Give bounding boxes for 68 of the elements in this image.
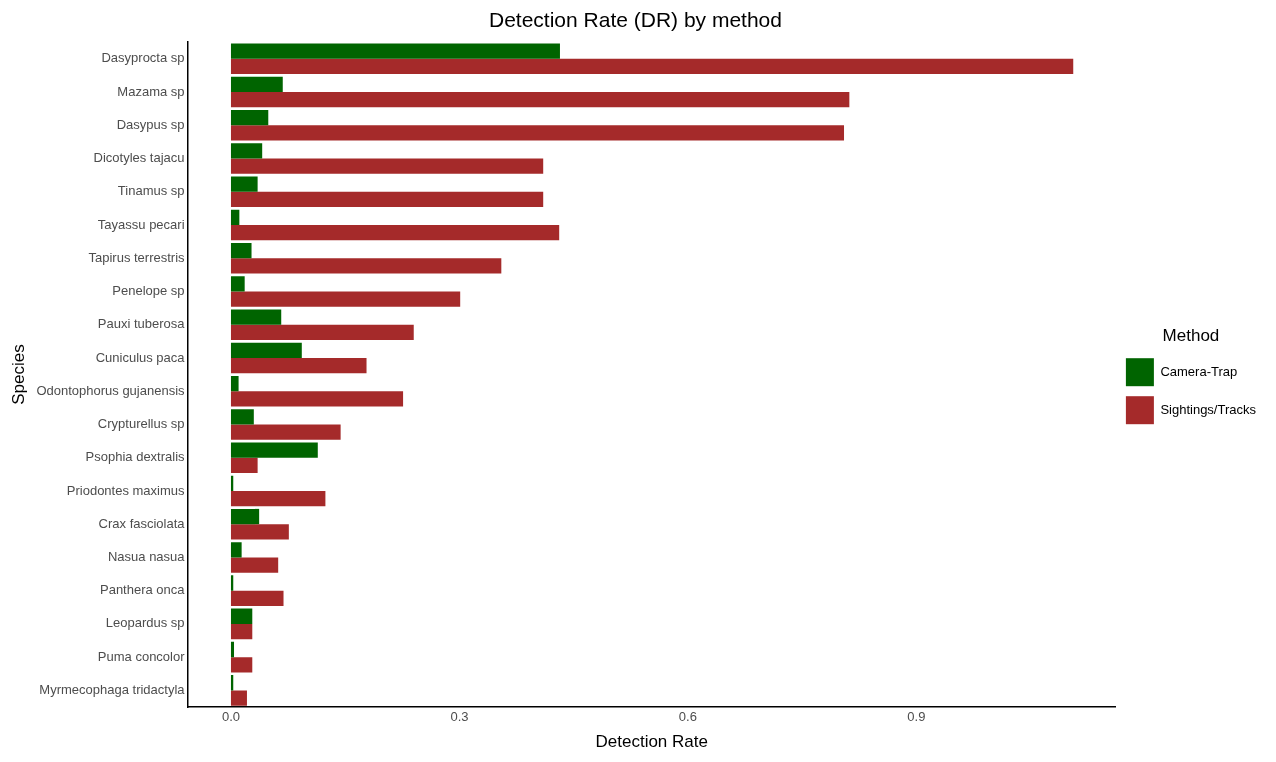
legend-label: Sightings/Tracks — [1160, 401, 1257, 417]
bar — [230, 342, 302, 358]
bar — [230, 324, 414, 341]
bar — [230, 590, 284, 606]
bar — [230, 490, 326, 507]
y-axis-title: Species — [8, 344, 28, 405]
y-tick-label: Psophia dextralis — [85, 449, 186, 465]
bar — [230, 690, 247, 706]
x-tick-label: 0.0 — [221, 709, 241, 725]
bar — [230, 557, 279, 573]
bar — [230, 43, 560, 59]
bar — [230, 225, 560, 241]
bar — [230, 110, 269, 126]
bar — [230, 242, 252, 259]
y-tick-label: Mazama sp — [117, 83, 185, 99]
bar — [230, 608, 253, 624]
bar — [230, 391, 404, 407]
y-tick-label: Dicotyles tajacu — [93, 150, 185, 166]
bar — [230, 143, 263, 159]
x-tick-label: 0.6 — [678, 709, 697, 725]
bar — [230, 641, 235, 658]
bar — [230, 58, 1074, 75]
y-tick-label: Crax fasciolata — [98, 515, 186, 531]
y-tick-label: Priodontes maximus — [66, 482, 186, 498]
y-tick-label: Tayassu pecari — [97, 216, 185, 232]
legend-title: Method — [1162, 325, 1220, 345]
y-tick-label: Nasua nasua — [107, 549, 186, 564]
y-tick-label: Cuniculus paca — [95, 349, 186, 365]
bar — [230, 542, 242, 558]
bar — [230, 657, 253, 673]
bar — [230, 357, 367, 374]
x-tick-label: 0.9 — [907, 709, 926, 725]
y-tick-label: Penelope sp — [112, 283, 185, 299]
bar — [230, 309, 282, 325]
bar — [230, 258, 502, 274]
bar — [230, 176, 258, 192]
bar — [230, 409, 254, 425]
y-tick-label: Myrmecophaga tridactyla — [39, 681, 186, 697]
bar — [230, 276, 245, 292]
x-axis-title: Detection Rate — [595, 732, 708, 752]
y-tick-label: Puma concolor — [97, 648, 186, 664]
legend-label: Camera-Trap — [1160, 363, 1238, 379]
bar — [230, 76, 283, 93]
bar — [230, 424, 341, 440]
y-tick-label: Crypturellus sp — [97, 416, 185, 432]
y-tick-label: Odontophorus gujanensis — [36, 382, 186, 398]
bar — [230, 623, 253, 640]
bar — [230, 575, 234, 591]
bar — [230, 375, 239, 392]
chart-title: Detection Rate (DR) by method — [489, 8, 782, 32]
y-tick-label: Dasyprocta sp — [101, 50, 185, 66]
y-tick-label: Leopardus sp — [105, 615, 185, 631]
bar — [230, 442, 318, 458]
bar — [230, 125, 845, 141]
y-tick-label: Dasypus sp — [116, 116, 185, 132]
bar — [230, 92, 850, 108]
y-tick-label: Pauxi tuberosa — [97, 316, 186, 332]
bar — [230, 457, 258, 473]
bar — [230, 508, 260, 525]
bar — [230, 158, 544, 174]
bar — [230, 209, 240, 226]
x-tick-label: 0.3 — [450, 709, 469, 725]
bar — [230, 291, 461, 307]
y-tick-label: Tinamus sp — [117, 183, 185, 199]
y-tick-label: Tapirus terrestris — [88, 249, 186, 265]
bar — [230, 524, 289, 540]
bar — [230, 191, 544, 208]
y-tick-label: Panthera onca — [99, 582, 186, 598]
